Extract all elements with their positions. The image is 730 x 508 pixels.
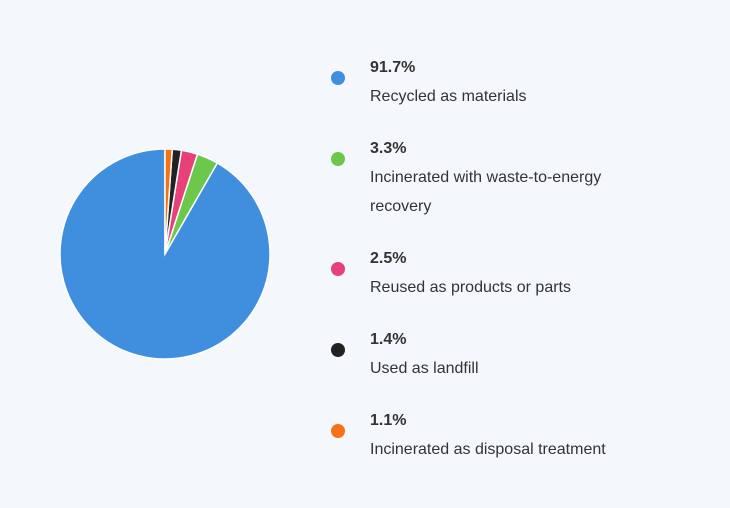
value-label: 1.1%: [370, 412, 407, 429]
legend-item: 91.7% Recycled as materials: [330, 53, 660, 111]
value-label: 2.5%: [370, 250, 407, 267]
legend-marker: [331, 343, 345, 357]
value-label: 3.3%: [370, 140, 407, 157]
legend-label: Incinerated as disposal treatment: [370, 441, 606, 458]
legend-label: Incinerated with waste-to-energy recover…: [370, 169, 602, 215]
legend-marker: [331, 71, 345, 85]
legend-marker: [331, 262, 345, 276]
legend-marker: [331, 152, 345, 166]
value-label: 1.4%: [370, 331, 407, 348]
legend-label: Used as landfill: [370, 360, 479, 377]
pie-slice: [164, 148, 174, 255]
legend-item: 1.4% Used as landfill: [330, 325, 660, 383]
value-label: 91.7%: [370, 59, 416, 76]
pie-area: [59, 148, 271, 360]
legend-marker: [331, 424, 345, 438]
legend-label: Recycled as materials: [370, 88, 527, 105]
legend: 91.7% Recycled as materials 3.3% Incinerate…: [330, 53, 660, 487]
legend-item: 3.3% Incinerated with waste-to-energy rec…: [330, 134, 660, 221]
legend-item: 2.5% Reused as products or parts: [330, 244, 660, 302]
legend-label: Reused as products or parts: [370, 279, 571, 296]
legend-item: 1.1% Incinerated as disposal treatment: [330, 406, 660, 464]
